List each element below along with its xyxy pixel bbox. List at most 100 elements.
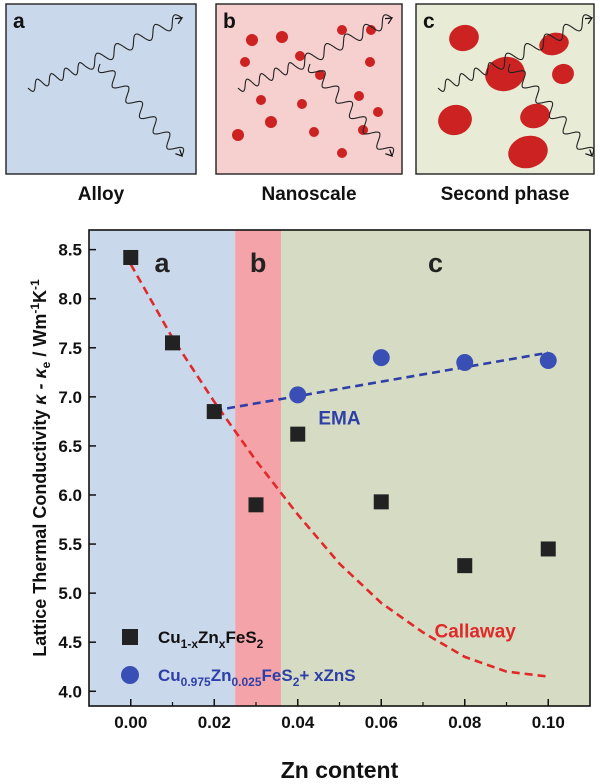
panel-c: c Second phase — [415, 3, 595, 205]
nanoparticle — [373, 107, 383, 117]
nanoparticle — [276, 31, 288, 43]
second-phase-particle — [539, 32, 569, 56]
phonon-path — [27, 62, 86, 92]
panel-a: a Alloy — [5, 3, 197, 205]
legend-subscript: x — [219, 637, 226, 651]
second-phase-particle — [449, 24, 479, 52]
nanoparticle — [309, 127, 319, 137]
fit-label-callaway: Callaway — [435, 621, 517, 642]
data-points — [123, 249, 557, 574]
legend-subscript: 2 — [293, 675, 300, 689]
phonon-arrowhead — [384, 17, 394, 25]
phonon-path — [437, 62, 496, 92]
phonon-path — [494, 14, 593, 70]
y-label-superscript: -1 — [28, 303, 42, 314]
legend-text-part: FeS — [262, 666, 293, 685]
phonon-path — [97, 63, 185, 157]
schematic-panels: a Alloy b Nanoscale c Second phase — [5, 3, 595, 205]
legend-marker-series-2 — [121, 666, 139, 684]
legend-text-part: Cu — [158, 666, 181, 685]
nanoparticle — [240, 57, 250, 67]
y-label-superscript: -1 — [28, 279, 42, 290]
y-label-kappa: κ - κ — [30, 367, 50, 404]
nanoparticle — [337, 148, 347, 158]
y-tick-label: 4.5 — [58, 633, 82, 652]
composition-regions: a b c — [89, 230, 590, 706]
nanoparticle — [337, 25, 347, 35]
nanoparticle — [256, 95, 266, 105]
data-point-series-1 — [290, 426, 306, 442]
y-label-units-k: K — [30, 290, 50, 303]
x-tick-label: 0.10 — [532, 713, 565, 732]
region-label-c: c — [428, 248, 443, 278]
nanoparticle — [366, 25, 376, 35]
region-label-a: a — [155, 248, 171, 278]
phonon-arrowhead — [584, 17, 594, 25]
fit-ema — [214, 351, 549, 412]
nanoparticle — [295, 51, 305, 61]
legend-text-part: + xZnS — [299, 666, 355, 685]
fit-callaway — [129, 263, 549, 678]
panel-a-caption: Alloy — [78, 184, 125, 205]
x-tick-label: 0.02 — [198, 713, 231, 732]
legend-text-part: FeS — [225, 628, 256, 647]
panel-c-letter: c — [423, 10, 435, 33]
legend-subscript: 1-x — [181, 637, 199, 651]
y-label-units: / Wm — [30, 314, 50, 362]
x-tick-label: 0.00 — [114, 713, 147, 732]
data-point-series-1 — [165, 335, 180, 351]
second-phase-particle — [508, 135, 548, 169]
y-tick-label: 6.0 — [58, 486, 82, 505]
panel-b: b Nanoscale — [215, 3, 403, 205]
data-point-series-1 — [540, 541, 556, 557]
data-point-series-2 — [539, 352, 557, 370]
y-tick-label: 5.5 — [58, 535, 82, 554]
x-tick-label: 0.04 — [281, 713, 315, 732]
y-tick-label: 7.5 — [58, 339, 82, 358]
nanoparticle — [354, 91, 364, 101]
legend-text-part: Zn — [211, 666, 232, 685]
region-a — [89, 230, 236, 706]
y-tick-label: 7.0 — [58, 388, 82, 407]
data-point-series-1 — [248, 497, 264, 513]
legend-subscript: 2 — [257, 637, 264, 651]
legend-subscript: 0.975 — [181, 675, 211, 689]
phonon-arrowhead — [174, 17, 184, 25]
data-point-series-1 — [123, 249, 139, 265]
data-point-series-2 — [456, 353, 474, 371]
region-c — [281, 230, 590, 706]
nanoparticle — [246, 34, 258, 46]
y-tick-label: 8.5 — [58, 241, 82, 260]
y-label-subscript: e — [39, 361, 53, 368]
axis-labels: Zn content Lattice Thermal Conductivity κ… — [28, 279, 399, 783]
data-point-series-1 — [457, 558, 473, 574]
data-point-series-2 — [372, 349, 390, 367]
nanoparticle — [265, 116, 277, 128]
panel-a-box — [5, 3, 197, 175]
fit-curves: EMA Callaway — [129, 263, 549, 678]
region-label-b: b — [250, 248, 267, 278]
data-point-series-1 — [206, 404, 222, 420]
legend-text-part: Zn — [198, 628, 219, 647]
x-tick-label: 0.08 — [448, 713, 481, 732]
y-tick-label: 4.0 — [58, 682, 82, 701]
y-tick-label: 6.5 — [58, 437, 82, 456]
phonon-path — [294, 14, 393, 70]
phonon-path — [507, 63, 595, 157]
phonon-path — [84, 14, 183, 70]
y-label-text: Lattice Thermal Conductivity — [30, 405, 50, 657]
lattice-conductivity-plot: a b c EMA Callaway 0.00 0.02 0.04 0.06 0.08 0.10… — [28, 229, 591, 783]
phonon-arrowhead — [585, 149, 593, 157]
legend-subscript: 0.025 — [231, 675, 261, 689]
nanoparticle — [297, 99, 307, 109]
panel-b-caption: Nanoscale — [261, 184, 356, 205]
panel-c-caption: Second phase — [441, 184, 570, 205]
legend-text-part: Cu — [158, 628, 181, 647]
y-axis-label: Lattice Thermal Conductivity κ - κe / Wm… — [28, 279, 53, 657]
phonon-path — [307, 63, 395, 157]
fit-label-ema: EMA — [318, 408, 361, 429]
phonon-arrowhead — [175, 149, 183, 157]
second-phase-particle — [520, 103, 550, 129]
nanoparticle — [315, 70, 325, 80]
